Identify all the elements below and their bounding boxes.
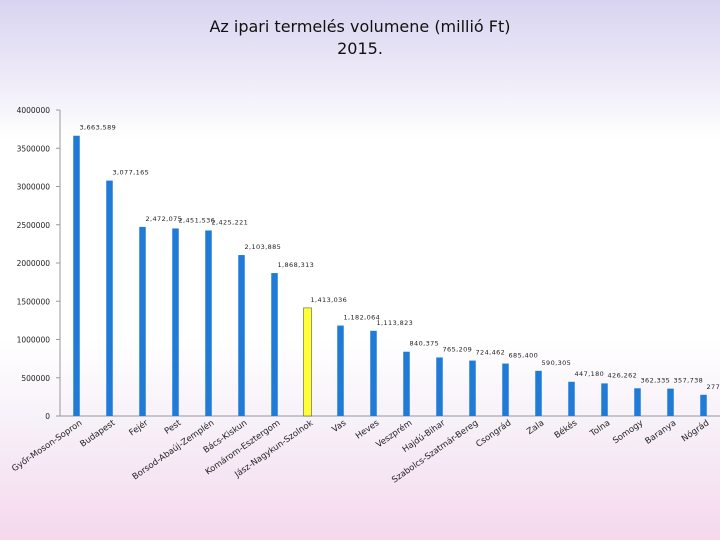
category-label: Zala	[525, 418, 546, 437]
data-label: 724,462	[476, 349, 506, 357]
data-label: 590,305	[542, 359, 572, 367]
y-tick-label: 3000000	[17, 183, 51, 192]
category-label: Győr-Moson-Sopron	[10, 418, 84, 474]
data-label: 277,153	[707, 383, 720, 391]
data-label: 765,209	[443, 345, 473, 353]
bar	[700, 394, 707, 416]
data-label: 1,868,313	[278, 261, 315, 269]
bar	[436, 357, 443, 416]
bar	[568, 381, 575, 416]
data-label: 685,400	[509, 352, 539, 360]
category-label: Csongrád	[474, 418, 513, 449]
category-label: Somogy	[611, 418, 645, 446]
data-label: 426,262	[608, 371, 638, 379]
bar	[238, 255, 245, 416]
data-label: 357,738	[674, 377, 704, 385]
data-label: 447,180	[575, 370, 605, 378]
category-label: Nógrád	[679, 417, 711, 444]
y-tick-label: 3500000	[17, 144, 51, 153]
category-label: Heves	[354, 418, 382, 442]
bar	[106, 180, 113, 416]
data-label: 2,472,075	[146, 215, 183, 223]
y-tick-label: 0	[45, 412, 50, 421]
bar	[337, 325, 344, 416]
bar	[469, 360, 476, 416]
data-label: 2,103,885	[245, 243, 282, 251]
data-label: 1,182,064	[344, 314, 381, 322]
chart-title-block: Az ipari termelés volumene (millió Ft) 2…	[0, 16, 720, 60]
bar	[535, 370, 542, 416]
bar	[73, 135, 80, 416]
category-label: Tolna	[588, 418, 612, 439]
category-label: Békés	[552, 417, 580, 441]
bar	[601, 383, 608, 416]
category-label: Baranya	[644, 418, 679, 446]
y-tick-label: 2000000	[17, 259, 51, 268]
bar	[172, 228, 179, 416]
category-label: Budapest	[79, 418, 118, 450]
data-label: 2,451,536	[179, 216, 216, 224]
bar	[634, 388, 641, 416]
category-label: Fejér	[127, 417, 151, 438]
data-label: 1,413,036	[311, 296, 348, 304]
bar	[205, 230, 212, 416]
bar	[667, 388, 674, 416]
data-label: 2,425,221	[212, 218, 249, 226]
data-label: 3,663,589	[80, 124, 117, 132]
category-label: Vas	[330, 418, 348, 435]
y-tick-label: 4000000	[17, 106, 51, 115]
bar	[502, 363, 509, 416]
chart-title: Az ipari termelés volumene (millió Ft)	[209, 17, 511, 36]
bar	[403, 351, 410, 416]
y-tick-label: 1000000	[17, 336, 51, 345]
y-tick-label: 2500000	[17, 221, 51, 230]
bar	[271, 273, 278, 416]
data-label: 3,077,165	[113, 169, 150, 177]
data-label: 840,375	[410, 340, 440, 348]
y-tick-label: 500000	[21, 374, 50, 383]
bar	[139, 226, 146, 416]
y-tick-label: 1500000	[17, 297, 51, 306]
chart-subtitle: 2015.	[337, 39, 383, 58]
data-label: 362,335	[641, 376, 671, 384]
category-label: Pest	[163, 418, 184, 437]
bar	[303, 307, 312, 417]
bar	[370, 330, 377, 416]
data-label: 1,113,823	[377, 319, 414, 327]
